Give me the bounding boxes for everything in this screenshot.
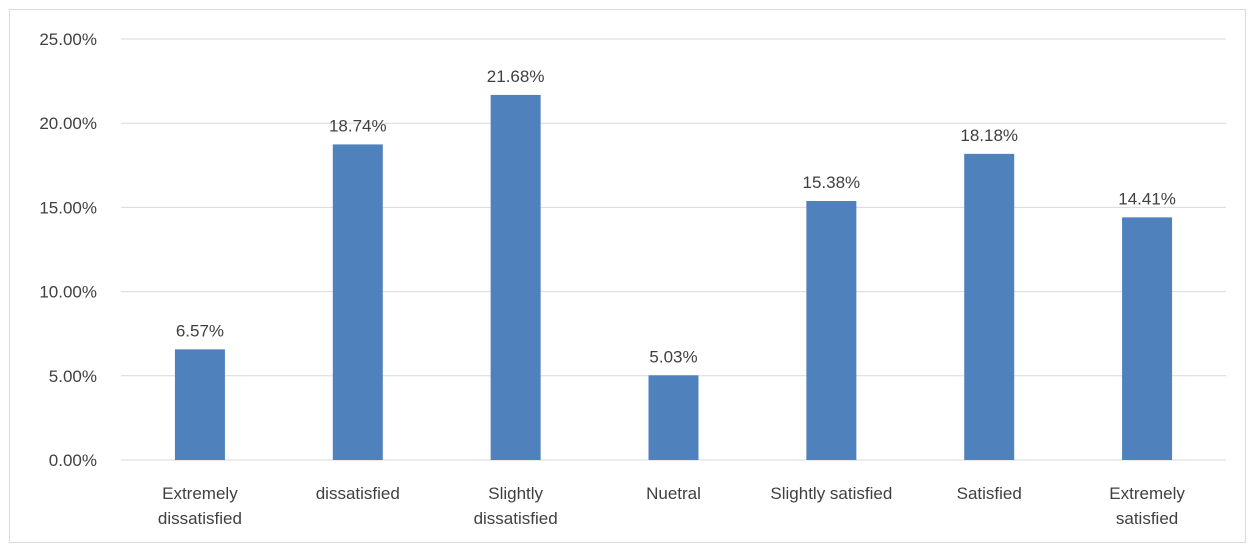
y-tick-label: 20.00%	[39, 114, 97, 133]
bar	[648, 375, 699, 460]
x-category-label: Nuetral	[646, 484, 701, 503]
data-label: 14.41%	[1118, 189, 1176, 208]
y-tick-label: 15.00%	[39, 198, 97, 217]
data-label: 15.38%	[803, 173, 861, 192]
bar	[964, 153, 1015, 460]
data-label: 18.74%	[329, 116, 387, 135]
x-category-label: dissatisfied	[158, 509, 242, 528]
y-tick-label: 10.00%	[39, 283, 97, 302]
x-category-label: Extremely	[1109, 484, 1185, 503]
bar	[1122, 217, 1173, 460]
data-label: 18.18%	[960, 126, 1018, 145]
data-label: 6.57%	[176, 321, 224, 340]
x-category-label: Slightly satisfied	[770, 484, 892, 503]
bar	[490, 94, 541, 460]
x-category-label: Extremely	[162, 484, 238, 503]
bar	[332, 144, 383, 460]
x-category-label: dissatisfied	[316, 484, 400, 503]
x-category-label: Slightly	[488, 484, 543, 503]
y-tick-label: 0.00%	[49, 451, 97, 470]
x-category-label: Satisfied	[957, 484, 1022, 503]
x-category-label: dissatisfied	[474, 509, 558, 528]
bar	[174, 349, 225, 460]
y-tick-label: 5.00%	[49, 367, 97, 386]
y-tick-label: 25.00%	[39, 30, 97, 49]
data-label: 5.03%	[649, 347, 697, 366]
x-category-label: satisfied	[1116, 509, 1178, 528]
bar	[806, 201, 857, 460]
data-label: 21.68%	[487, 67, 545, 86]
